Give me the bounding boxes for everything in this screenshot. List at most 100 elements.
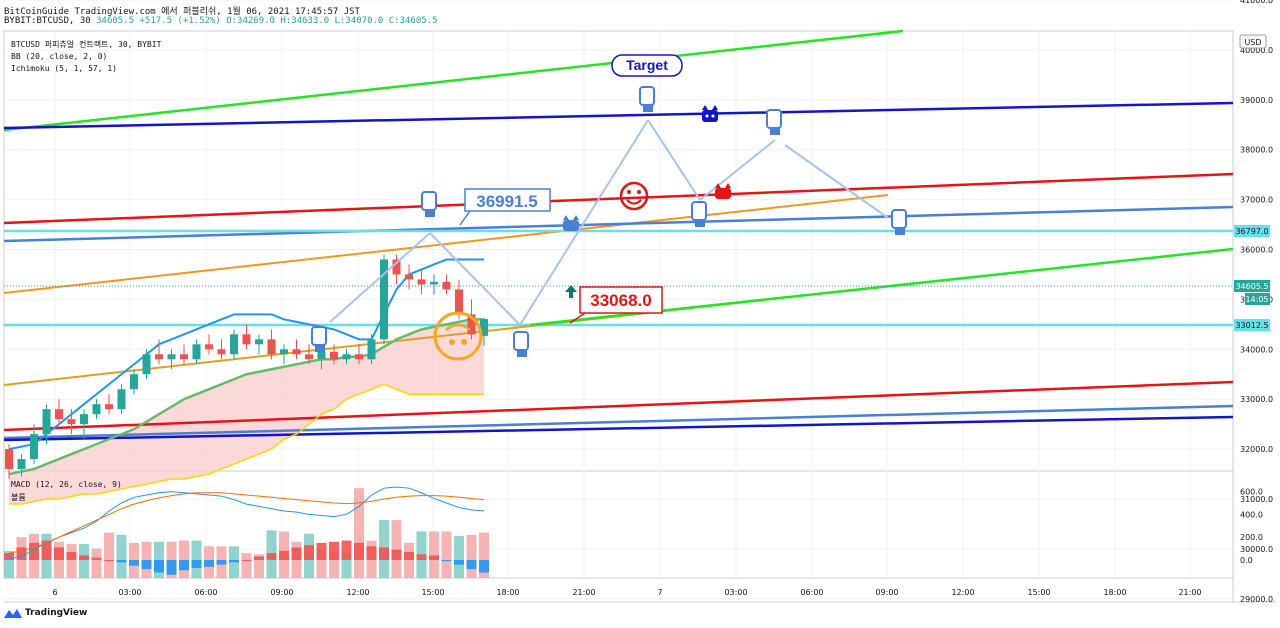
macd-hist-bar	[404, 552, 414, 560]
brand-name: TradingView	[25, 608, 88, 618]
price-tick-label: 31000.0	[1240, 495, 1273, 504]
price-tick-label: 34000.0	[1240, 345, 1273, 354]
time-tick-label: 09:00	[270, 588, 293, 597]
time-tick-label: 12:00	[346, 588, 369, 597]
volume-bar	[4, 550, 14, 578]
macd-tick-label: 400.0	[1240, 510, 1263, 519]
candle-body	[192, 344, 201, 360]
macd-hist-bar	[66, 552, 77, 560]
volume-bar	[354, 488, 364, 578]
hand-pointing-icon	[691, 201, 707, 227]
macd-hist-bar	[166, 560, 177, 575]
symbol-ohlc-line: BYBIT:BTCUSD, 30 34605.5 +517.5 (+1.52%)…	[4, 16, 438, 26]
price-tick-label: 40000.0	[1240, 46, 1273, 55]
candle-body	[455, 289, 463, 315]
candle-body	[380, 259, 388, 340]
level-low-label: 33068.0	[590, 291, 651, 310]
price-tag-cyan-high: 36797.0	[1234, 225, 1270, 237]
candle-body	[467, 314, 476, 335]
candle-body	[355, 354, 363, 360]
time-tick-label: 18:00	[496, 588, 519, 597]
candle-body	[342, 354, 351, 360]
legend-ichimoku: Ichimoku (5, 1, 57, 1)	[11, 64, 117, 73]
cat-icon	[715, 183, 731, 199]
volume-bar	[404, 542, 414, 578]
trend-line-navy-lower	[3, 415, 1234, 442]
candle-body	[5, 449, 13, 470]
time-tick-label: 18:00	[1103, 588, 1126, 597]
candle-body	[55, 409, 63, 420]
macd-hist-bar	[104, 560, 114, 561]
legend-bb: BB (20, close, 2, 0)	[11, 52, 108, 61]
volume-bar	[91, 548, 102, 578]
legend-macd-sub: 볼륨	[11, 493, 26, 502]
volume-bar	[341, 553, 352, 578]
grid	[4, 0, 1233, 600]
ichimoku-line	[9, 383, 484, 505]
candle-body	[255, 339, 263, 345]
candle-body	[180, 354, 188, 360]
candle-body	[442, 281, 451, 290]
smiley-icon	[619, 181, 649, 211]
volume-bar	[104, 532, 114, 578]
usd-label: USD	[1239, 34, 1267, 49]
price-tick-label: 33000.0	[1240, 395, 1273, 404]
macd-hist-bar	[304, 545, 314, 560]
bb-basis-line	[8, 318, 484, 476]
ichimoku-cloud	[9, 319, 484, 504]
candle-body	[30, 434, 38, 460]
hand-pointing-icon	[639, 86, 655, 112]
hand-pointing-icon	[421, 191, 437, 217]
publish-header: BitCoinGuide TradingView.com 에서 퍼블리쉬, 1월…	[4, 7, 360, 17]
time-tick-label: 6	[52, 588, 57, 597]
legend-title: BTCUSD 퍼피츄얼 컨트랙트, 30, BYBIT	[11, 40, 162, 49]
volume-bar	[179, 540, 189, 578]
candle-body	[480, 319, 488, 336]
macd-hist-bar	[479, 560, 489, 573]
volume-bar	[191, 540, 202, 578]
trend-line-blue-lower	[3, 404, 1234, 440]
time-tick-label: 03:00	[118, 588, 141, 597]
trend-line-red-upper	[3, 172, 1234, 225]
price-tick-label: 38000.0	[1240, 146, 1273, 155]
tradingview-logo[interactable]: TradingView	[4, 608, 87, 618]
macd-hist-bar	[391, 549, 402, 560]
macd-hist-bar	[279, 550, 289, 560]
trend-line-blue-mid	[3, 205, 1234, 243]
macd-hist-bar	[91, 557, 102, 560]
svg-text:33012.5: 33012.5	[1235, 321, 1268, 330]
volume-bar	[154, 541, 164, 578]
tenkan-line	[9, 383, 484, 505]
macd-tick-label: 0.0	[1240, 556, 1253, 565]
symbol-label: BYBIT:BTCUSD, 30	[4, 16, 91, 26]
volume-bar	[116, 534, 127, 578]
volume-bar	[454, 536, 464, 578]
candle-body	[117, 389, 126, 410]
price-tag-cyan-low: 33012.5	[1234, 319, 1270, 331]
macd-hist-bar	[366, 546, 377, 560]
candle-body	[405, 274, 413, 280]
candle-body	[317, 351, 326, 360]
macd-hist-bar	[191, 560, 202, 568]
arrow-up-icon	[565, 285, 577, 298]
macd-hist-bar	[316, 542, 327, 560]
candle-body	[417, 279, 426, 285]
macd-hist-bar	[254, 556, 264, 560]
bollinger-bands	[8, 258, 484, 476]
candle-body	[305, 354, 313, 360]
trend-line-navy-upper	[3, 101, 1234, 130]
time-tick-label: 21:00	[572, 588, 595, 597]
macd-line	[8, 486, 485, 560]
candle-body	[205, 344, 213, 350]
trend-line-green-upper	[3, 29, 904, 132]
candle-body	[92, 404, 101, 415]
cat-icon	[563, 215, 579, 231]
time-axis[interactable]: 6 03:00 06:00 09:00 12:00 15:00 18:00 21:00 7 03:…	[52, 588, 1201, 597]
svg-text:34605.5: 34605.5	[1235, 282, 1268, 291]
volume-bar	[166, 541, 177, 578]
trend-line-orange-upper	[3, 194, 889, 294]
svg-text:14:05: 14:05	[1245, 295, 1268, 304]
candle-body	[17, 459, 26, 470]
macd-hist-bar	[179, 560, 189, 571]
